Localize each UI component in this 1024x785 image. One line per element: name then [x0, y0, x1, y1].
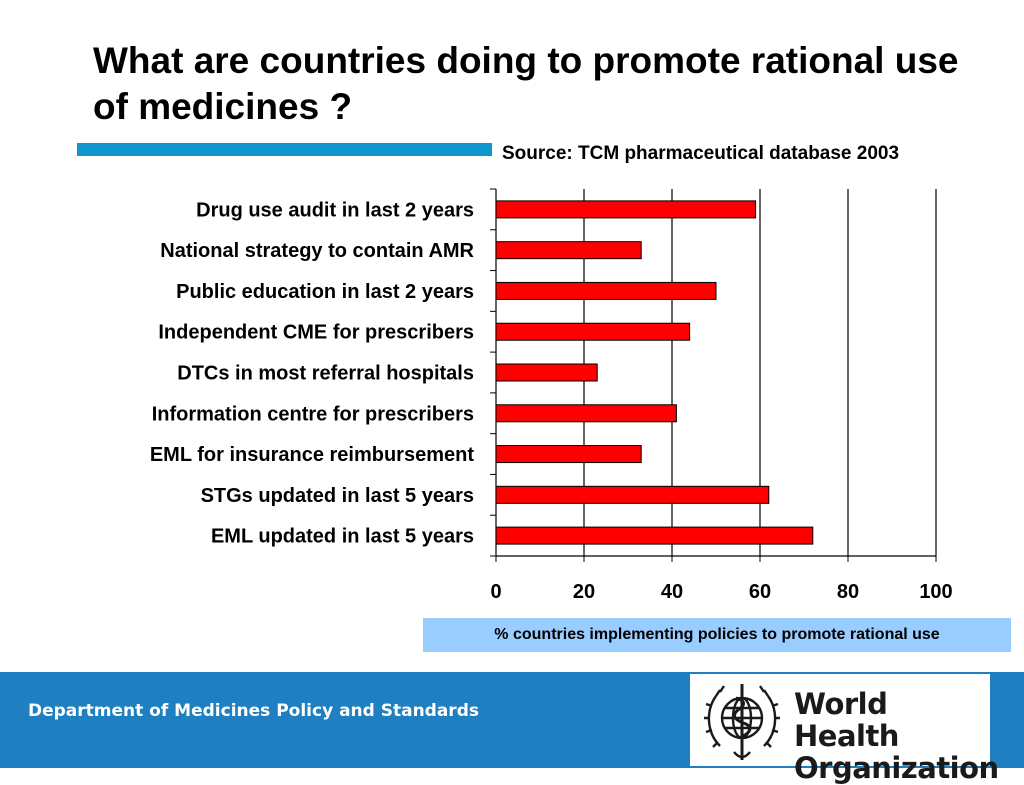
category-label: STGs updated in last 5 years — [201, 485, 474, 507]
category-label: National strategy to contain AMR — [160, 240, 474, 262]
category-label: Independent CME for prescribers — [158, 322, 474, 344]
category-label: Public education in last 2 years — [176, 281, 474, 303]
who-wordmark-line2: Organization — [794, 751, 999, 785]
x-tick-label: 60 — [749, 581, 771, 603]
x-tick-label: 80 — [837, 581, 859, 603]
slide-title: What are countries doing to promote rati… — [93, 40, 959, 127]
bar-5 — [495, 363, 598, 382]
category-label: EML for insurance reimbursement — [150, 444, 475, 466]
bar-3 — [495, 281, 717, 300]
bar-2 — [495, 241, 642, 260]
who-emblem-icon — [704, 684, 780, 760]
bar-4 — [495, 322, 691, 341]
x-tick-label: 100 — [919, 581, 952, 603]
who-wordmark-line1: World Health — [794, 687, 899, 753]
title-accent-bar — [77, 143, 492, 156]
x-tick-label: 20 — [573, 581, 595, 603]
footer-band: Department of Medicines Policy and Stand… — [0, 672, 1024, 784]
who-wordmark: World Health Organization — [794, 688, 999, 784]
bar-1 — [495, 200, 757, 219]
bar-8 — [495, 485, 770, 504]
x-tick-label: 0 — [490, 581, 501, 603]
category-label: EML updated in last 5 years — [211, 526, 474, 548]
bar-7 — [495, 445, 642, 464]
who-logo: World Health Organization — [690, 674, 999, 784]
bar-6 — [495, 404, 677, 423]
category-label: DTCs in most referral hospitals — [177, 363, 474, 385]
department-name: Department of Medicines Policy and Stand… — [28, 701, 479, 721]
bar-chart: 0 20 40 60 80 100 Drug use audit in last 2 yea… — [150, 188, 953, 603]
bar-9 — [495, 526, 814, 545]
category-label: Drug use audit in last 2 years — [196, 199, 474, 221]
source-note: Source: TCM pharmaceutical database 2003 — [502, 143, 900, 164]
x-tick-label: 40 — [661, 581, 683, 603]
x-axis-label: % countries implementing policies to pro… — [423, 618, 1011, 652]
category-label: Information centre for prescribers — [152, 403, 474, 425]
